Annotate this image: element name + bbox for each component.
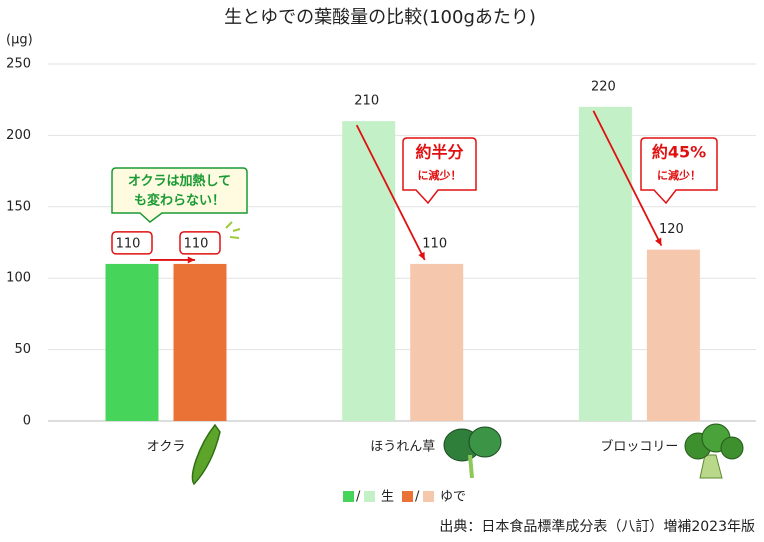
annotation: オクラは加熱して [128,173,231,189]
value-label: 110 [184,236,209,251]
bar [342,121,396,422]
okra-icon [191,423,221,486]
deco [225,221,233,229]
source: 出典：日本食品標準成分表（八訂）増補2023年版 [439,518,755,535]
annotation: に減少！ [657,168,701,182]
label-box [111,231,153,255]
value-label: 110 [422,236,447,251]
y-tick-label: 50 [14,342,31,357]
y-tick-label: 0 [23,414,31,429]
annotation: 約半分 [415,143,463,162]
legend-swatch [423,491,434,502]
x-tick-label: ほうれん草 [370,440,435,455]
chart-title: 生とゆでの葉酸量の比較(100gあたり) [224,7,536,28]
legend-label: 生 [381,490,394,505]
arrow [592,110,663,247]
value-label: 110 [116,236,141,251]
y-tick-label: 200 [6,128,31,143]
legend-separator: / [415,490,420,505]
legend-separator: / [356,490,361,505]
callout-box [640,137,718,205]
callout-box [402,137,477,205]
value-label: 220 [591,79,616,94]
bar [646,249,700,421]
deco [232,228,241,232]
legend-swatch [343,491,354,502]
legend-swatch [364,491,375,502]
x-tick-label: オクラ [147,440,186,455]
legend-label: ゆで [440,490,466,505]
annotation: 約45% [652,143,706,162]
y-tick-label: 250 [6,57,31,72]
y-tick-label: 150 [6,199,31,214]
arrow-head [655,237,662,246]
arrow-head [418,251,425,260]
legend-swatch [402,491,413,502]
callout-box [111,167,248,223]
spinach-icon [443,426,502,479]
bar [410,263,464,421]
bar [105,263,159,421]
annotation: に減少！ [418,168,462,182]
broccoli-icon [684,423,744,479]
value-label: 210 [354,94,379,109]
annotation: も変わらない！ [134,192,225,208]
label-box [179,231,221,255]
value-label: 120 [659,222,684,237]
x-tick-label: ブロッコリー [600,439,678,455]
bar [173,263,227,421]
deco [229,236,240,239]
y-unit: (μg) [6,33,33,48]
bar [578,106,632,421]
arrow [355,124,426,261]
arrow-head [187,256,195,264]
y-tick-label: 100 [6,271,31,286]
